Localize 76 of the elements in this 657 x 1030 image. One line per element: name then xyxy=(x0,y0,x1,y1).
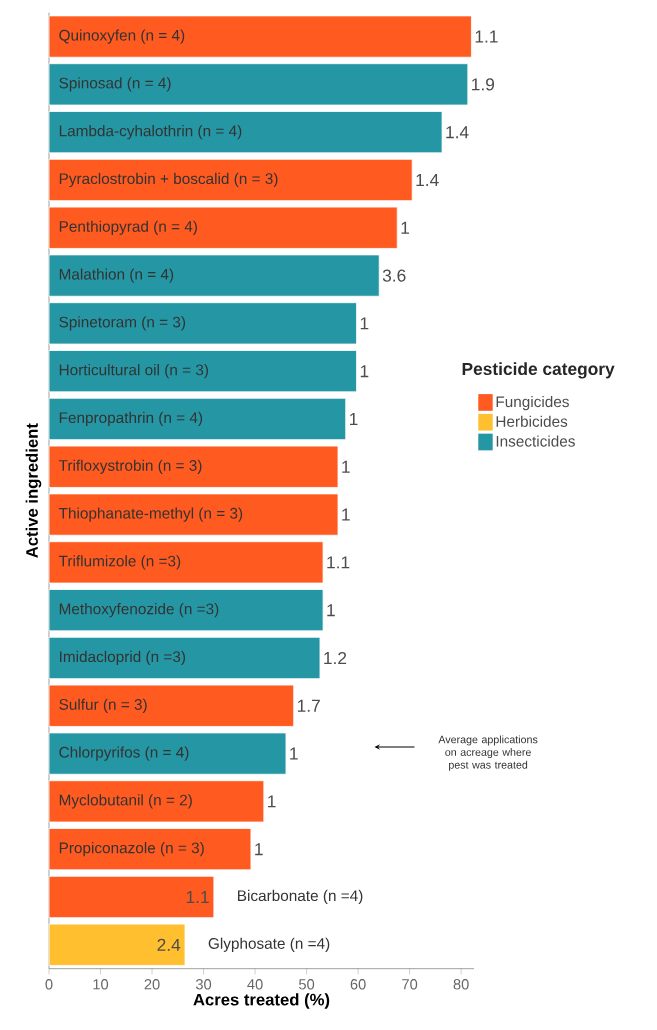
bar xyxy=(48,493,339,536)
bar xyxy=(48,589,324,632)
y-tick-label: Chlorpyrifos (n = 4) xyxy=(59,746,189,761)
bar xyxy=(48,397,347,441)
text: 2.4 xyxy=(157,938,181,951)
bar xyxy=(48,732,287,775)
y-tick-label: Penthiopyrad (n = 4) xyxy=(59,220,197,235)
text: 1 xyxy=(360,317,369,330)
text: 1 xyxy=(268,795,276,808)
legend-label: Fungicides xyxy=(496,395,569,411)
bar xyxy=(48,206,398,249)
y-tick-label: Sulfur (n = 3) xyxy=(59,698,147,713)
bar xyxy=(48,684,295,727)
text: 1 xyxy=(342,460,350,473)
y-tick-label: Pyraclostrobin + boscalid (n = 3) xyxy=(59,172,278,188)
bar xyxy=(48,636,321,680)
y-tick-label: Bicarbonate (n =4) xyxy=(238,889,363,905)
y-tick-label: Myclobutanil (n = 2) xyxy=(59,794,192,809)
legend-title: Pesticide category xyxy=(462,362,615,379)
x-tick-label: 50 xyxy=(299,979,315,990)
text: 1.1 xyxy=(327,556,350,569)
bar xyxy=(48,63,469,106)
text: 1.1 xyxy=(186,891,209,903)
x-tick-label: 30 xyxy=(195,979,212,990)
y-tick-label: Quinoxyfen (n = 4) xyxy=(59,29,185,44)
bar xyxy=(48,254,380,297)
y-tick-label: Thiophanate-methyl (n = 3) xyxy=(58,507,243,522)
bar xyxy=(48,15,472,58)
x-tick-label: 80 xyxy=(453,979,469,990)
x-tick-label: 70 xyxy=(402,979,418,990)
y-tick-label: Fenpropathrin (n = 4) xyxy=(59,411,203,427)
y-tick-label: Spinetoram (n = 3) xyxy=(59,316,186,331)
x-tick-label: 40 xyxy=(247,979,263,990)
text: 1 xyxy=(327,604,335,617)
annotation: Average applications on acreage where pest was treated xyxy=(438,735,538,771)
text: 1 xyxy=(401,221,409,234)
text: 1 xyxy=(290,747,298,760)
y-tick-label: Methoxyfenozide (n =3) xyxy=(59,603,219,618)
bar xyxy=(48,875,215,919)
bar xyxy=(48,302,357,345)
bar xyxy=(48,111,443,154)
x-tick-label: 10 xyxy=(93,979,109,990)
bar xyxy=(48,923,186,966)
y-tick-label: Imidacloprid (n =3) xyxy=(60,650,186,666)
y-tick-label: Malathion (n = 4) xyxy=(59,268,174,283)
y-tick-label: Horticultural oil (n = 3) xyxy=(59,364,209,379)
x-tick-label: 20 xyxy=(144,979,160,990)
text: 1.9 xyxy=(472,78,495,91)
text: 1 xyxy=(349,413,358,425)
text: 3.6 xyxy=(382,269,406,282)
y-tick-label: Glyphosate (n =4) xyxy=(208,937,330,952)
bar xyxy=(48,828,252,871)
text: 1.2 xyxy=(324,651,347,665)
y-axis-title: Active ingredient xyxy=(25,423,42,558)
text: 1 xyxy=(255,843,263,856)
text: 1 xyxy=(360,365,369,378)
text: 1.4 xyxy=(416,174,439,186)
bar xyxy=(48,445,339,488)
x-axis-title: Acres treated (%) xyxy=(193,993,330,1009)
text: 1.4 xyxy=(446,126,469,139)
x-tick-label: 60 xyxy=(350,979,366,990)
bar xyxy=(48,541,324,584)
text: 1 xyxy=(342,508,350,521)
bar xyxy=(48,780,265,823)
x-tick-label: 0 xyxy=(45,979,53,990)
legend-label: Insecticides xyxy=(496,435,575,447)
y-tick-label: Trifloxystrobin (n = 3) xyxy=(58,459,202,474)
y-tick-label: Lambda-cyhalothrin (n = 4) xyxy=(59,125,242,140)
y-tick-label: Triflumizole (n =3) xyxy=(58,555,181,570)
legend-label: Herbicides xyxy=(496,415,568,427)
y-tick-label: Spinosad (n = 4) xyxy=(59,77,171,92)
y-tick-label: Propiconazole (n = 3) xyxy=(59,842,204,857)
text: 1.7 xyxy=(297,699,320,712)
bar xyxy=(48,158,413,202)
text: 1.1 xyxy=(475,30,498,43)
bar xyxy=(48,350,357,393)
